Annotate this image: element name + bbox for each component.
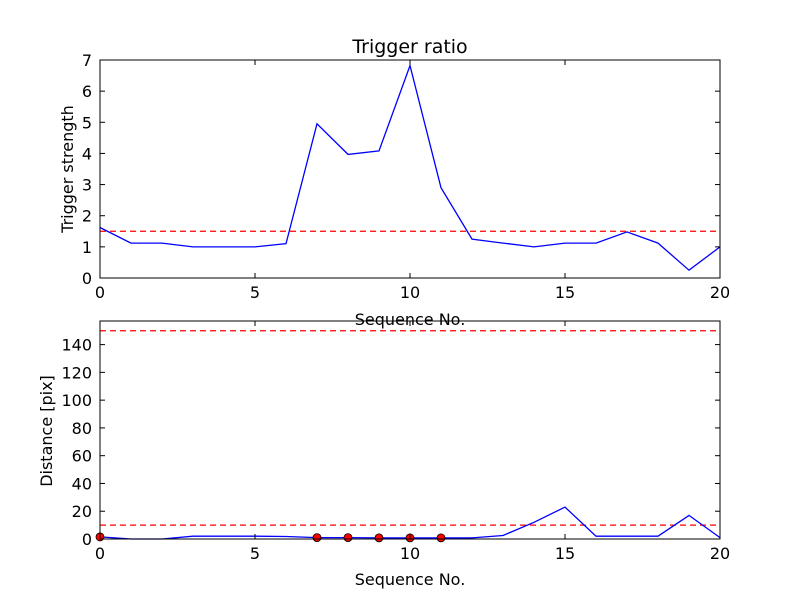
x-tick-label: 5 bbox=[250, 283, 260, 302]
y-tick-label: 20 bbox=[72, 502, 92, 521]
plot-area: 0 5 10 15 20 0 1 2 3 4 5 6 7 bbox=[82, 51, 730, 302]
y-tick-label: 140 bbox=[61, 336, 92, 355]
data-point-marker bbox=[343, 533, 353, 543]
y-axis-label: Trigger strength bbox=[58, 105, 77, 234]
y-axis-label: Distance [pix] bbox=[37, 375, 56, 487]
y-tick-label: 2 bbox=[82, 207, 92, 226]
y-tick-label: 3 bbox=[82, 176, 92, 195]
series-line bbox=[99, 63, 721, 272]
y-tick-label: 40 bbox=[72, 474, 92, 493]
y-tick-label: 60 bbox=[72, 447, 92, 466]
x-tick-label: 10 bbox=[400, 283, 420, 302]
chart-title: Trigger ratio bbox=[351, 36, 467, 58]
x-axis-label: Sequence No. bbox=[355, 310, 466, 329]
y-tick-label: 4 bbox=[82, 144, 92, 163]
trigger-ratio-chart: Trigger ratio Sequence No. Trigger stren… bbox=[58, 36, 730, 329]
x-tick-label: 20 bbox=[710, 544, 730, 563]
x-tick-label: 15 bbox=[555, 283, 575, 302]
x-tick-label: 0 bbox=[95, 544, 105, 563]
y-tick-label: 7 bbox=[82, 51, 92, 70]
y-tick-label: 120 bbox=[61, 363, 92, 382]
data-point-marker bbox=[374, 533, 384, 543]
y-tick-label: 1 bbox=[82, 238, 92, 257]
axes-frame bbox=[99, 320, 721, 540]
x-axis-label: Sequence No. bbox=[355, 570, 466, 589]
data-point-marker bbox=[312, 533, 322, 543]
axes-frame bbox=[99, 59, 721, 279]
y-tick-label: 6 bbox=[82, 82, 92, 101]
y-tick-label: 5 bbox=[82, 113, 92, 132]
x-tick-label: 10 bbox=[400, 544, 420, 563]
x-tick-label: 20 bbox=[710, 283, 730, 302]
x-tick-label: 5 bbox=[250, 544, 260, 563]
y-tick-label: 80 bbox=[72, 419, 92, 438]
y-tick-label: 0 bbox=[82, 269, 92, 288]
plot-area: 0 5 10 15 20 0 20 40 60 80 100 120 140 bbox=[61, 320, 730, 563]
x-tick-label: 15 bbox=[555, 544, 575, 563]
y-tick-label: 0 bbox=[82, 530, 92, 549]
data-point-marker bbox=[436, 533, 446, 543]
y-tick-label: 100 bbox=[61, 391, 92, 410]
x-tick-label: 0 bbox=[95, 283, 105, 302]
distance-chart: Sequence No. Distance [pix] 0 5 10 15 20 0 20 4… bbox=[37, 320, 730, 589]
